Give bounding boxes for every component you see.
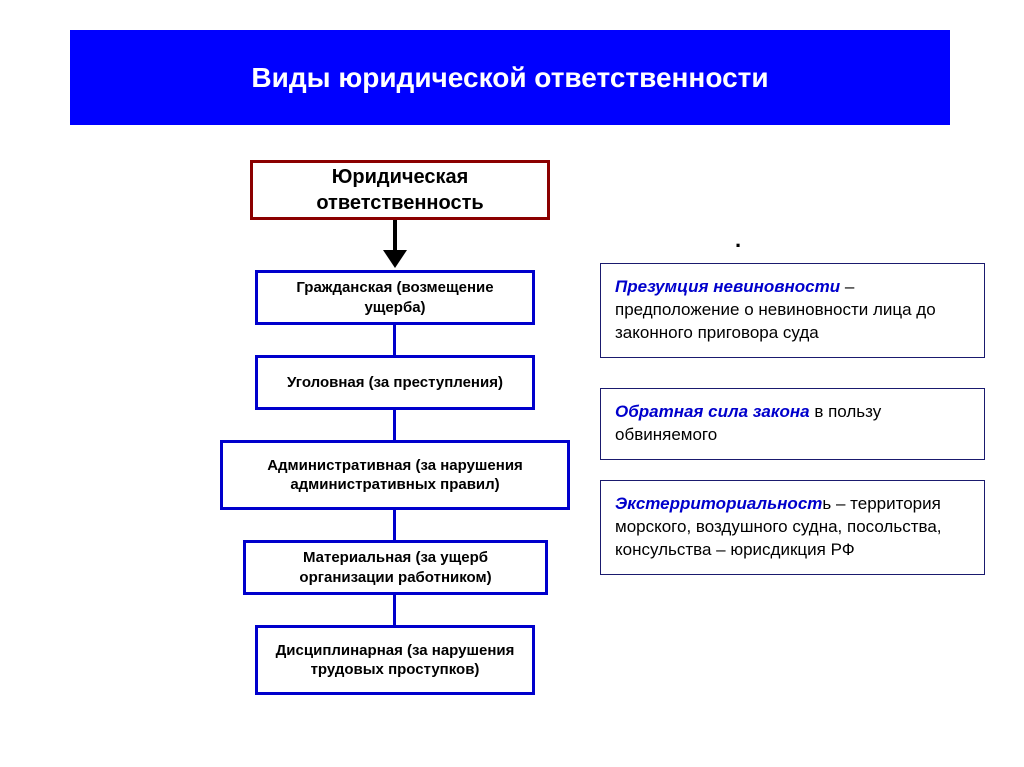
definition-text: Обратная сила закона в пользу обвиняемог… — [615, 401, 970, 447]
flow-box-civil: Гражданская (возмещение ущерба) — [255, 270, 535, 325]
flow-box-disciplinary: Дисциплинарная (за нарушения трудовых пр… — [255, 625, 535, 695]
flow-box-text: Материальная (за ущерб организации работ… — [256, 548, 535, 587]
definition-term: Презумция невиновности — [615, 277, 840, 296]
definition-text: Презумция невиновности – предположение о… — [615, 276, 970, 345]
flow-box-text: Дисциплинарная (за нарушения трудовых пр… — [268, 641, 522, 680]
definition-term: Экстерриториальност — [615, 494, 822, 513]
connector — [393, 410, 396, 440]
definition-text: Экстерриториальность – территория морско… — [615, 493, 970, 562]
flow-box-text: Гражданская (возмещение ущерба) — [268, 278, 522, 317]
root-box-text: Юридическая ответственность — [258, 164, 542, 216]
definition-retroactive: Обратная сила закона в пользу обвиняемог… — [600, 388, 985, 460]
connector — [393, 510, 396, 540]
header-title: Виды юридической ответственности — [251, 62, 768, 94]
header-banner: Виды юридической ответственности — [70, 30, 950, 125]
flow-box-administrative: Административная (за нарушения администр… — [220, 440, 570, 510]
arrow-head-icon — [383, 250, 407, 268]
connector — [393, 595, 396, 625]
flow-box-text: Административная (за нарушения администр… — [233, 456, 557, 495]
flow-box-criminal: Уголовная (за преступления) — [255, 355, 535, 410]
flow-box-material: Материальная (за ущерб организации работ… — [243, 540, 548, 595]
stray-dot: . — [735, 227, 741, 253]
flow-box-text: Уголовная (за преступления) — [287, 373, 503, 393]
definition-term: Обратная сила закона — [615, 402, 810, 421]
definition-extraterritorial: Экстерриториальность – территория морско… — [600, 480, 985, 575]
connector — [393, 325, 396, 355]
definition-presumption: Презумция невиновности – предположение о… — [600, 263, 985, 358]
root-box: Юридическая ответственность — [250, 160, 550, 220]
